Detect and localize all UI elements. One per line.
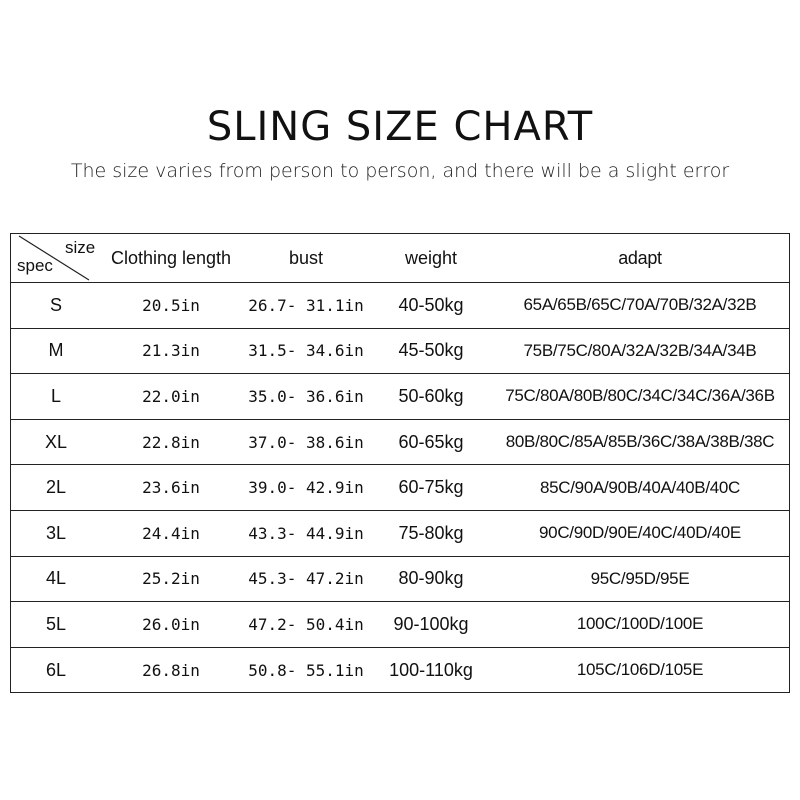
size-cell: 6L <box>45 659 67 680</box>
table-header-row: size spec Clothing length bust weight ad… <box>11 234 789 282</box>
clothing-length-cell: 22.8in <box>142 432 200 452</box>
table-row: XL 22.8in 37.0- 38.6in 60-65kg 80B/80C/85A/8… <box>11 418 789 465</box>
weight-cell: 50-60kg <box>398 385 464 406</box>
size-cell: 2L <box>45 477 67 498</box>
size-cell: L <box>50 385 61 406</box>
adapt-cell: 85C/90A/90B/40A/40B/40C <box>539 477 741 497</box>
bust-cell: 31.5- 34.6in <box>248 341 364 361</box>
corner-spec-label: spec <box>17 256 53 275</box>
table-row: M 21.3in 31.5- 34.6in 45-50kg 75B/75C/80A/32… <box>11 327 789 374</box>
clothing-length-cell: 26.8in <box>142 660 200 680</box>
size-cell: 4L <box>45 568 67 589</box>
table-row: 2L 23.6in 39.0- 42.9in 60-75kg 85C/90A/90B/4… <box>11 464 789 510</box>
clothing-length-cell: 21.3in <box>142 341 200 361</box>
weight-cell: 75-80kg <box>398 522 464 543</box>
size-cell: XL <box>44 431 68 452</box>
corner-size-label: size <box>65 238 96 257</box>
size-table: size spec Clothing length bust weight ad… <box>10 233 790 694</box>
clothing-length-cell: 24.4in <box>142 523 200 543</box>
clothing-length-cell: 20.5in <box>142 295 200 315</box>
size-cell: 3L <box>45 522 67 543</box>
adapt-cell: 90C/90D/90E/40C/40D/40E <box>539 523 741 543</box>
bust-cell: 47.2- 50.4in <box>248 614 364 634</box>
table-row: 3L 24.4in 43.3- 44.9in 75-80kg 90C/90D/90E/4… <box>11 509 789 556</box>
adapt-cell: 80B/80C/85A/85B/36C/38A/38B/38C <box>505 432 775 452</box>
header-bust: bust <box>288 247 324 268</box>
adapt-cell: 75C/80A/80B/80C/34C/34C/36A/36B <box>505 386 775 406</box>
diagonal-divider <box>18 235 90 281</box>
weight-cell: 60-75kg <box>398 477 464 498</box>
table-row: S 20.5in 26.7- 31.1in 40-50kg 65A/65B/65C/70… <box>11 282 789 328</box>
adapt-cell: 95C/95D/95E <box>590 568 690 588</box>
size-cell: M <box>48 340 64 361</box>
header-adapt: adapt <box>618 247 662 268</box>
corner-cell: size spec <box>11 234 101 282</box>
clothing-length-cell: 22.0in <box>142 386 200 406</box>
size-cell: 5L <box>45 613 67 634</box>
adapt-cell: 75B/75C/80A/32A/32B/34A/34B <box>523 340 757 360</box>
weight-cell: 40-50kg <box>398 294 464 315</box>
header-clothing-length: Clothing length <box>110 247 232 268</box>
page-title: SLING SIZE CHART <box>206 104 594 150</box>
table-row: 5L 26.0in 47.2- 50.4in 90-100kg 100C/100D/10… <box>11 601 789 647</box>
clothing-length-cell: 26.0in <box>142 614 200 634</box>
clothing-length-cell: 23.6in <box>142 478 200 498</box>
adapt-cell: 65A/65B/65C/70A/70B/32A/32B <box>523 295 757 315</box>
header-weight: weight <box>404 247 458 268</box>
bust-cell: 26.7- 31.1in <box>248 295 364 315</box>
bust-cell: 45.3- 47.2in <box>248 569 364 589</box>
table-row: 4L 25.2in 45.3- 47.2in 80-90kg 95C/95D/95E <box>11 555 789 602</box>
weight-cell: 100-110kg <box>389 659 473 680</box>
weight-cell: 90-100kg <box>393 613 469 634</box>
page-subtitle: The size varies from person to person, a… <box>70 160 730 182</box>
weight-cell: 60-65kg <box>398 431 464 452</box>
adapt-cell: 105C/106D/105E <box>576 660 704 680</box>
clothing-length-cell: 25.2in <box>142 569 200 589</box>
adapt-cell: 100C/100D/100E <box>576 614 704 634</box>
bust-cell: 37.0- 38.6in <box>248 432 364 452</box>
bust-cell: 35.0- 36.6in <box>248 386 364 406</box>
table-row: L 22.0in 35.0- 36.6in 50-60kg 75C/80A/80B/80… <box>11 373 789 419</box>
weight-cell: 45-50kg <box>398 340 464 361</box>
bust-cell: 39.0- 42.9in <box>248 478 364 498</box>
size-cell: S <box>49 294 62 315</box>
weight-cell: 80-90kg <box>398 568 464 589</box>
table-row: 6L 26.8in 50.8- 55.1in 100-110kg 105C/106D/1… <box>11 646 789 693</box>
bust-cell: 50.8- 55.1in <box>248 660 364 680</box>
bust-cell: 43.3- 44.9in <box>248 523 364 543</box>
